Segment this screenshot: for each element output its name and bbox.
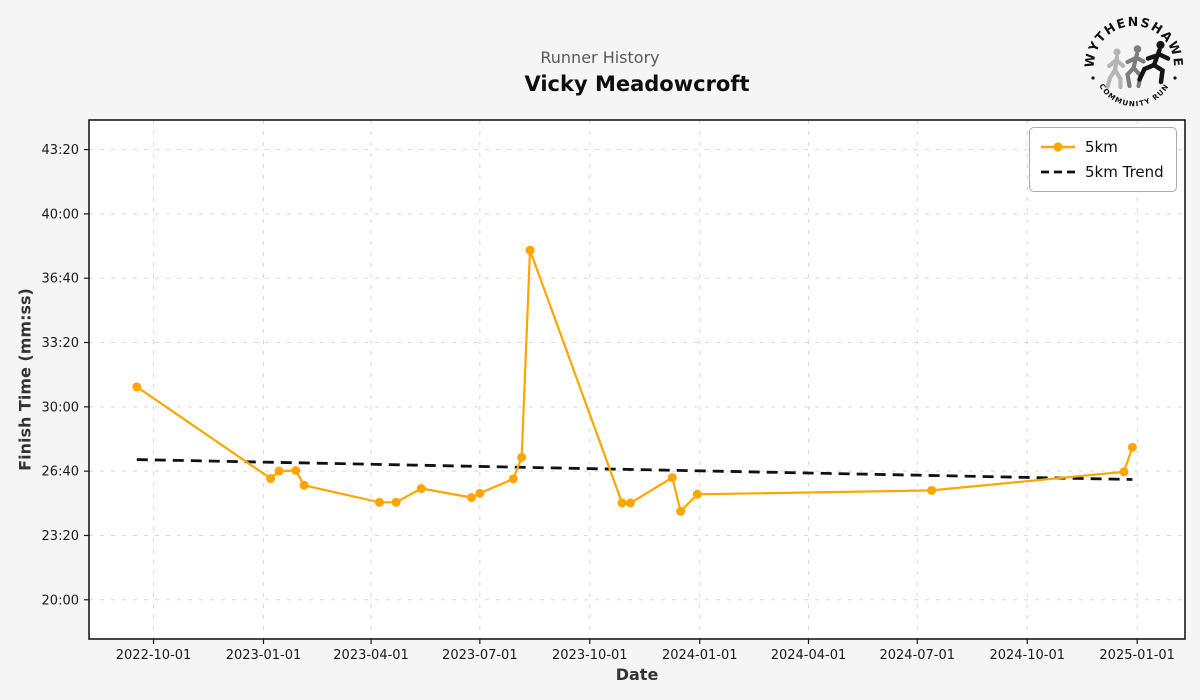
legend-item-5km: 5km: [1040, 134, 1166, 159]
y-tick-label: 20:00: [42, 593, 79, 608]
plot-border: [88, 119, 1186, 640]
x-tick-label: 2025-01-01: [1099, 648, 1175, 663]
chart-subtitle: Runner History: [540, 48, 660, 67]
x-tick-label: 2024-07-01: [879, 648, 955, 663]
legend-item-5km-trend: 5km Trend: [1040, 159, 1166, 184]
y-tick-label: 43:20: [42, 143, 79, 158]
x-axis-label: Date: [615, 665, 659, 684]
logo-walker-silhouette-icon: [1105, 48, 1126, 90]
data-point: [667, 473, 677, 483]
y-tick-label: 33:20: [42, 336, 79, 351]
data-point: [1127, 442, 1137, 452]
data-point: [927, 485, 937, 495]
x-tick-label: 2023-01-01: [226, 648, 302, 663]
x-tick-label: 2024-01-01: [662, 648, 738, 663]
y-axis-label: Finish Time (mm:ss): [15, 288, 35, 471]
y-tick-label: 23:20: [42, 529, 79, 544]
data-point: [266, 474, 276, 484]
logo-left-dot: [1091, 76, 1095, 80]
y-tick-label: 30:00: [42, 400, 79, 415]
legend-5km-label: 5km: [1085, 137, 1118, 156]
x-tick-label: 2024-10-01: [989, 648, 1065, 663]
logo-sprinter-silhouette-icon: [1137, 40, 1171, 85]
wythenshawe-community-run-logo: WYTHENSHAWE COMMUNITY RUN: [1084, 14, 1184, 108]
y-tick-label: 36:40: [42, 272, 79, 287]
data-point: [299, 480, 309, 490]
chart-title: Vicky Meadowcroft: [524, 72, 750, 96]
logo-right-dot: [1173, 76, 1177, 80]
plot-area: [89, 120, 1185, 639]
data-point: [508, 474, 518, 484]
data-point: [391, 497, 401, 507]
legend-5km-line-marker-icon: [1041, 141, 1075, 152]
trend-line: [136, 458, 1133, 481]
data-point: [374, 497, 384, 507]
data-point: [625, 498, 635, 508]
data-point: [416, 484, 426, 494]
legend-trend-dashed-line-icon: [1041, 170, 1075, 173]
data-point: [291, 466, 301, 476]
data-point: [475, 488, 485, 498]
data-point: [692, 489, 702, 499]
data-point: [617, 498, 627, 508]
legend-trend-label: 5km Trend: [1085, 162, 1164, 181]
data-point: [1119, 467, 1129, 477]
data-point: [525, 245, 535, 255]
data-point: [132, 382, 142, 392]
y-tick-label: 40:00: [42, 207, 79, 222]
data-point: [676, 506, 686, 516]
legend: 5km 5km Trend: [1029, 127, 1177, 192]
x-tick-label: 2023-10-01: [552, 648, 628, 663]
x-tick-label: 2024-04-01: [771, 648, 847, 663]
data-point: [517, 452, 527, 462]
data-point: [466, 493, 476, 503]
x-tick-label: 2023-07-01: [442, 648, 518, 663]
x-tick-label: 2022-10-01: [116, 648, 192, 663]
data-point: [274, 466, 284, 476]
x-tick-label: 2023-04-01: [333, 648, 409, 663]
y-tick-label: 26:40: [42, 465, 79, 480]
